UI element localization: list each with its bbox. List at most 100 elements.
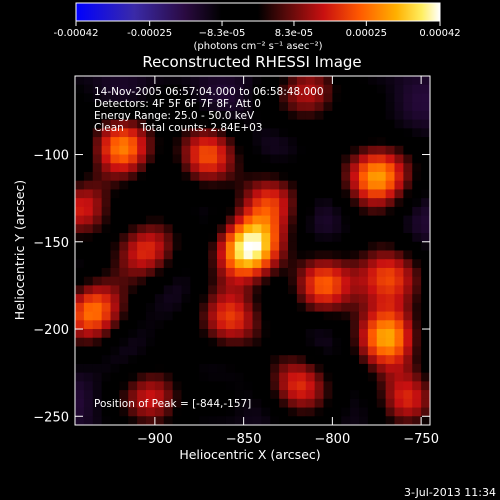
heatmap-cell <box>288 381 298 391</box>
heatmap-cell <box>101 285 112 295</box>
heatmap-cell <box>332 302 342 313</box>
heatmap-cell <box>110 180 120 191</box>
heatmap-cell <box>92 407 103 417</box>
heatmap-cell <box>279 346 289 356</box>
heatmap-cell <box>154 198 165 208</box>
heatmap-cell <box>359 206 369 217</box>
heatmap-cell <box>385 137 396 147</box>
peak-position-label: Position of Peak = [-844,-157] <box>94 398 251 410</box>
heatmap-cell <box>288 93 298 103</box>
heatmap-cell <box>252 119 262 129</box>
heatmap-cell <box>92 215 103 225</box>
heatmap-cell <box>225 311 236 321</box>
heatmap-cell <box>376 346 387 356</box>
heatmap-cell <box>181 372 191 382</box>
heatmap-cell <box>92 224 103 234</box>
heatmap-cell <box>359 267 369 278</box>
heatmap-cell <box>83 224 94 234</box>
heatmap-cell <box>154 102 165 112</box>
heatmap-cell <box>305 233 316 243</box>
heatmap-cell <box>128 233 138 243</box>
heatmap-cell <box>314 128 325 138</box>
heatmap-cell <box>270 224 280 234</box>
heatmap-cell <box>323 189 333 199</box>
heatmap-cell <box>296 276 307 286</box>
heatmap-cell <box>323 128 333 138</box>
heatmap-cell <box>225 180 236 191</box>
heatmap-cell <box>376 93 387 103</box>
heatmap-cell <box>128 276 138 286</box>
heatmap-cell <box>163 84 174 95</box>
heatmap-cell <box>385 224 396 234</box>
heatmap-cell <box>208 128 218 138</box>
heatmap-cell <box>305 128 316 138</box>
heatmap-cell <box>119 294 129 304</box>
heatmap-cell <box>367 180 378 191</box>
colorbar-gradient <box>75 2 441 22</box>
heatmap-cell <box>128 128 138 138</box>
heatmap-cell <box>367 233 378 243</box>
heatmap-cell <box>288 171 298 182</box>
heatmap-cell <box>128 119 138 129</box>
heatmap-cell <box>101 398 112 409</box>
y-tick-label: −250 <box>33 410 69 425</box>
heatmap-cell <box>270 110 280 121</box>
heatmap-cell <box>252 110 262 121</box>
heatmap-cell <box>288 198 298 208</box>
heatmap-cell <box>323 102 333 112</box>
heatmap-cell <box>288 250 298 260</box>
heatmap-cell <box>332 119 342 129</box>
heatmap-cell <box>252 381 262 391</box>
heatmap-cell <box>217 215 227 225</box>
heatmap-cell <box>270 346 280 356</box>
heatmap-cell <box>341 320 351 330</box>
heatmap-cell <box>83 119 94 129</box>
heatmap-cell <box>394 137 404 147</box>
heatmap-cell <box>296 294 307 304</box>
heatmap-cell <box>92 137 103 147</box>
heatmap-cell <box>403 128 413 138</box>
heatmap-cell <box>234 259 245 269</box>
heatmap-cell <box>243 329 254 339</box>
heatmap-cell <box>385 390 396 400</box>
heatmap-cell <box>101 171 112 182</box>
heatmap-cell <box>376 110 387 121</box>
heatmap-cell <box>341 76 351 86</box>
heatmap-cell <box>412 329 422 339</box>
heatmap-cell <box>359 171 369 182</box>
heatmap-cell <box>288 206 298 217</box>
heatmap-cell <box>128 285 138 295</box>
heatmap-cell <box>350 381 360 391</box>
heatmap-cell <box>172 93 183 103</box>
heatmap-cell <box>412 128 422 138</box>
heatmap-cell <box>199 276 209 286</box>
heatmap-cell <box>181 346 191 356</box>
heatmap-cell <box>376 76 387 86</box>
heatmap-cell <box>332 259 342 269</box>
heatmap-cell <box>225 416 236 425</box>
heatmap-cell <box>110 171 120 182</box>
heatmap-cell <box>154 241 165 252</box>
heatmap-cell <box>75 390 85 400</box>
heatmap-cell <box>305 215 316 225</box>
heatmap-cell <box>110 206 120 217</box>
heatmap-cell <box>350 215 360 225</box>
heatmap-cell <box>199 128 209 138</box>
heatmap-cell <box>367 76 378 86</box>
heatmap-cell <box>412 381 422 391</box>
heatmap-cell <box>92 259 103 269</box>
heatmap-cell <box>172 267 183 278</box>
heatmap-cell <box>296 381 307 391</box>
heatmap-cell <box>225 171 236 182</box>
heatmap-cell <box>350 285 360 295</box>
heatmap-cell <box>323 119 333 129</box>
heatmap-cell <box>261 372 271 382</box>
heatmap-cell <box>376 215 387 225</box>
heatmap-cell <box>146 276 156 286</box>
heatmap-cell <box>350 189 360 199</box>
heatmap-cell <box>270 137 280 147</box>
heatmap-cell <box>421 119 430 129</box>
heatmap-cell <box>199 102 209 112</box>
heatmap-cell <box>332 206 342 217</box>
